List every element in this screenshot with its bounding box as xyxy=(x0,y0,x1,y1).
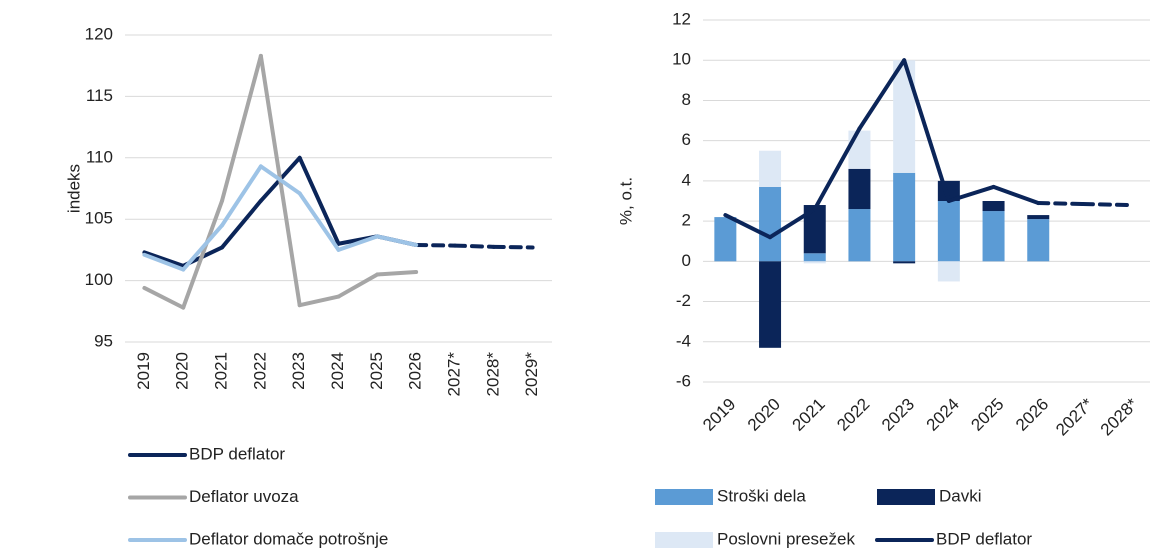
x-tick-label: 2029* xyxy=(522,352,541,397)
legend-swatch xyxy=(655,489,713,505)
line-segment xyxy=(258,164,302,196)
legend-label: Deflator uvoza xyxy=(189,487,299,506)
legend-label: Deflator domače potrošnje xyxy=(189,529,388,548)
y-axis-label: indeks xyxy=(64,164,83,213)
x-tick-label: 2025 xyxy=(967,395,1007,435)
x-tick-label: 2022 xyxy=(833,395,873,435)
line-segment xyxy=(181,223,225,272)
x-tick-label: 2020 xyxy=(173,352,192,390)
bar-segment xyxy=(937,201,960,262)
x-tick-label: 2027* xyxy=(444,352,463,397)
y-tick-label: 95 xyxy=(94,331,113,350)
bar-segment xyxy=(759,261,782,348)
y-tick-label: 105 xyxy=(85,209,113,228)
bar-segment xyxy=(803,205,826,254)
line-segment xyxy=(946,184,996,203)
line-segment xyxy=(336,272,380,299)
line-segment xyxy=(491,244,535,250)
line-segment xyxy=(1036,201,1085,207)
bar-segment xyxy=(803,261,826,264)
line-segment xyxy=(812,126,862,212)
line-segment xyxy=(142,285,186,310)
bar-segment xyxy=(803,253,826,262)
y-tick-label: 12 xyxy=(672,9,691,28)
y-tick-label: 100 xyxy=(85,270,113,289)
line-segment xyxy=(220,53,263,203)
line-segment xyxy=(375,270,419,277)
x-tick-label: 2019 xyxy=(699,395,739,435)
bar-segment xyxy=(893,60,916,173)
y-tick-label: 115 xyxy=(86,86,113,105)
legend-label: Stroški dela xyxy=(717,486,806,505)
x-tick-label: 2023 xyxy=(878,395,918,435)
bar-segment xyxy=(848,130,871,169)
line-segment xyxy=(336,234,380,252)
x-tick-label: 2021 xyxy=(212,352,231,390)
y-tick-label: 120 xyxy=(85,24,113,43)
line-segment xyxy=(181,198,225,310)
line-segment xyxy=(142,250,186,268)
x-tick-label: 2026 xyxy=(406,352,425,390)
x-tick-label: 2020 xyxy=(744,395,784,435)
y-tick-label: 4 xyxy=(682,170,691,189)
x-tick-label: 2024 xyxy=(923,395,963,435)
y-tick-label: -4 xyxy=(676,331,691,350)
legend-swatch xyxy=(655,532,713,548)
x-tick-label: 2023 xyxy=(289,352,308,390)
legend-label: BDP deflator xyxy=(189,444,285,463)
line-segment xyxy=(857,58,907,131)
bar-segment xyxy=(982,201,1005,212)
y-tick-label: -2 xyxy=(676,291,691,310)
line-segment xyxy=(414,242,457,248)
line-segment xyxy=(723,213,773,240)
line-segment xyxy=(142,252,186,272)
line-segment xyxy=(220,164,263,228)
line-segment xyxy=(991,184,1041,206)
legend-swatch xyxy=(877,489,935,505)
bar-segment xyxy=(714,217,737,262)
line-segment xyxy=(452,243,496,249)
x-tick-label: 2025 xyxy=(367,352,386,390)
y-tick-label: 0 xyxy=(682,251,691,270)
line-segment xyxy=(297,191,341,252)
line-segment xyxy=(1080,202,1130,208)
x-tick-label: 2027* xyxy=(1052,394,1097,439)
bar-segment xyxy=(759,186,782,262)
bar-segment xyxy=(893,261,916,264)
bar-segment xyxy=(1027,215,1050,220)
x-tick-label: 2028* xyxy=(1097,394,1142,439)
x-tick-label: 2024 xyxy=(328,352,347,390)
line-segment xyxy=(375,234,419,247)
bar-segment xyxy=(759,150,782,187)
bar-segment xyxy=(1027,219,1050,262)
y-axis-label: %, o.t. xyxy=(616,177,635,225)
line-segment xyxy=(297,155,341,246)
bar-segment xyxy=(937,261,960,282)
y-tick-label: 110 xyxy=(86,147,113,166)
bar-segment xyxy=(848,209,871,262)
bar-segment xyxy=(848,168,871,210)
x-tick-label: 2021 xyxy=(789,395,829,435)
line-segment xyxy=(902,58,951,203)
x-tick-label: 2026 xyxy=(1012,395,1052,435)
y-tick-label: 10 xyxy=(672,50,691,69)
legend-label: Poslovni presežek xyxy=(717,529,855,548)
legend-label: BDP deflator xyxy=(936,529,1032,548)
y-tick-label: -6 xyxy=(676,371,691,390)
bar-segment xyxy=(982,211,1005,262)
y-tick-label: 2 xyxy=(682,211,691,230)
x-tick-label: 2019 xyxy=(134,352,153,390)
line-segment xyxy=(297,294,341,308)
y-tick-label: 8 xyxy=(682,90,691,109)
x-tick-label: 2022 xyxy=(250,352,269,390)
bar-segment xyxy=(893,172,916,262)
y-tick-label: 6 xyxy=(682,130,691,149)
line-segment xyxy=(220,198,263,250)
legend-label: Davki xyxy=(939,486,982,505)
x-tick-label: 2028* xyxy=(483,352,502,397)
line-segment xyxy=(768,207,817,240)
